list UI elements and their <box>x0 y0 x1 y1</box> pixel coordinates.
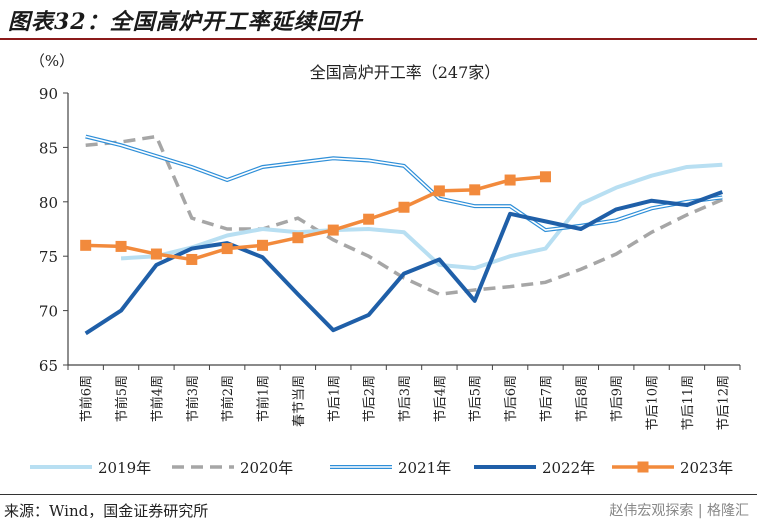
y-tick-label: 75 <box>39 248 58 266</box>
series-2023-point <box>221 243 233 255</box>
source-note: 来源：Wind，国金证券研究所 <box>4 502 209 520</box>
figure-title: 图表32：全国高炉开工率延续回升 <box>8 9 363 35</box>
series-2021-line-inner <box>85 135 723 231</box>
x-tick-label: 节前6周 <box>79 375 95 422</box>
legend-2022-label: 2022年 <box>542 459 595 477</box>
series-2022-line <box>84 190 724 336</box>
y-tick-label: 85 <box>39 139 58 157</box>
source-rule <box>0 494 757 495</box>
series-2023-point <box>150 248 162 260</box>
series-layer <box>80 134 724 336</box>
series-2023-point <box>469 184 481 196</box>
x-tick-label: 节后12周 <box>716 375 731 431</box>
chart-legend: 2019年 2020年 2021年 2022年 2023年 <box>30 459 733 477</box>
series-2023-point <box>115 240 127 252</box>
x-tick-label: 节后6周 <box>504 375 519 422</box>
y-tick-label: 65 <box>39 357 58 375</box>
x-tick-label: 节后7周 <box>539 375 554 422</box>
legend-2019-label: 2019年 <box>98 459 151 477</box>
series-2023-line <box>85 175 546 262</box>
series-2023-point <box>433 185 445 197</box>
x-tick-label: 春节当周 <box>292 375 307 427</box>
x-tick-label: 节后5周 <box>469 375 484 422</box>
y-tick-label: 70 <box>39 303 58 321</box>
x-tick-label: 节后11周 <box>681 375 696 431</box>
x-tick-label: 节前4周 <box>149 375 165 422</box>
series-2023-point <box>504 174 516 186</box>
title-rule <box>0 38 757 40</box>
x-tick-label: 节后4周 <box>433 375 448 422</box>
x-tick-label: 节后8周 <box>575 375 590 422</box>
legend-2023-swatch-marker <box>637 461 649 473</box>
watermark: 赵伟宏观探索 | 格隆汇 <box>609 503 749 519</box>
chart-title: 全国高炉开工率（247家） <box>310 63 501 82</box>
series-2023-point <box>327 224 339 236</box>
x-tick-label: 节后3周 <box>398 375 413 422</box>
y-axis-label: （%） <box>30 52 74 70</box>
x-tick-label: 节后10周 <box>646 375 661 431</box>
line-chart: 65 70 75 80 85 90 节前6周 节前5周 节前4周 节前3周 节前2周 节前1周 春节当周… <box>30 52 741 477</box>
legend-2023-label: 2023年 <box>680 459 733 477</box>
x-tick-label: 节前5周 <box>114 375 130 422</box>
x-tick-label: 节后9周 <box>610 375 625 422</box>
series-2019-line <box>120 162 723 271</box>
x-tick-label: 节后1周 <box>327 375 342 422</box>
legend-2021-label: 2021年 <box>398 459 451 477</box>
y-tick-label: 90 <box>39 85 58 103</box>
x-tick-label: 节前2周 <box>220 375 236 422</box>
x-tick-label: 节前1周 <box>256 375 272 422</box>
series-2023-point <box>292 232 304 244</box>
series-2020-line <box>85 134 724 297</box>
legend-2020-label: 2020年 <box>240 459 293 477</box>
x-tick-label: 节前3周 <box>185 375 201 422</box>
series-2023-point <box>80 239 92 251</box>
series-2023-point <box>539 171 551 183</box>
y-tick-label: 80 <box>39 194 58 212</box>
chart-axes: 65 70 75 80 85 90 节前6周 节前5周 节前4周 节前3周 节前2周 节前1周 春节当周… <box>39 85 741 431</box>
series-2023-point <box>363 213 375 225</box>
series-2023-point <box>186 253 198 265</box>
series-2023-point <box>398 201 410 213</box>
x-tick-label: 节后2周 <box>363 375 378 422</box>
series-2023-point <box>257 239 269 251</box>
